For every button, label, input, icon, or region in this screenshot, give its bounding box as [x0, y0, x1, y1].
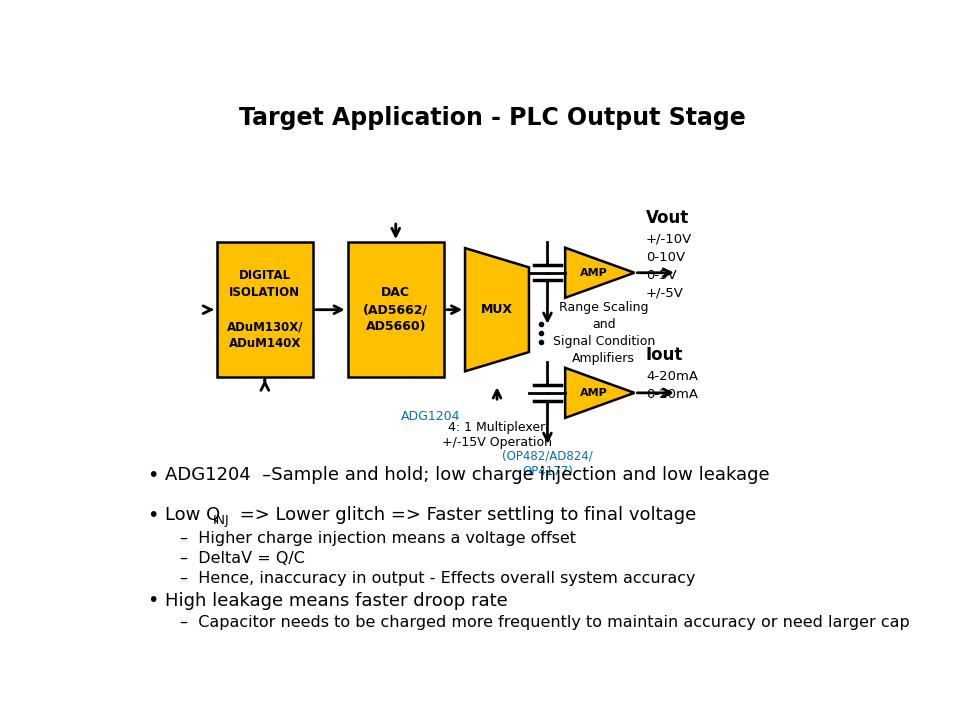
- Polygon shape: [565, 368, 635, 418]
- Text: –  DeltaV = Q/C: – DeltaV = Q/C: [180, 551, 305, 566]
- Text: Iout: Iout: [646, 346, 684, 364]
- Text: (OP482/AD824/
OP4177): (OP482/AD824/ OP4177): [502, 450, 593, 478]
- Text: ADG1204: ADG1204: [400, 410, 460, 423]
- Polygon shape: [565, 248, 635, 298]
- Text: DAC
(AD5662/
AD5660): DAC (AD5662/ AD5660): [363, 286, 428, 333]
- Text: •: •: [147, 466, 158, 485]
- Text: Low Q: Low Q: [165, 506, 220, 524]
- Text: MUX: MUX: [481, 303, 513, 316]
- Text: –  Hence, inaccuracy in output - Effects overall system accuracy: – Hence, inaccuracy in output - Effects …: [180, 571, 696, 586]
- Text: AMP: AMP: [581, 388, 608, 398]
- Text: •: •: [147, 591, 158, 611]
- Text: ADG1204  –Sample and hold; low charge injection and low leakage: ADG1204 –Sample and hold; low charge inj…: [165, 467, 769, 485]
- FancyBboxPatch shape: [348, 243, 444, 377]
- Polygon shape: [465, 248, 529, 372]
- Text: AMP: AMP: [581, 268, 608, 278]
- Text: –  Capacitor needs to be charged more frequently to maintain accuracy or need la: – Capacitor needs to be charged more fre…: [180, 615, 910, 630]
- Text: Target Application - PLC Output Stage: Target Application - PLC Output Stage: [239, 106, 745, 130]
- Text: Vout: Vout: [646, 209, 689, 227]
- Text: High leakage means faster droop rate: High leakage means faster droop rate: [165, 592, 508, 610]
- Text: => Lower glitch => Faster settling to final voltage: => Lower glitch => Faster settling to fi…: [234, 506, 696, 524]
- Text: •: •: [147, 505, 158, 525]
- Text: –  Higher charge injection means a voltage offset: – Higher charge injection means a voltag…: [180, 531, 576, 546]
- Text: +/-10V
0-10V
0-5V
+/-5V: +/-10V 0-10V 0-5V +/-5V: [646, 233, 692, 300]
- Text: 4-20mA
0-20mA: 4-20mA 0-20mA: [646, 370, 698, 401]
- Text: INJ: INJ: [212, 514, 229, 527]
- Text: 4: 1 Multiplexer
+/-15V Operation: 4: 1 Multiplexer +/-15V Operation: [442, 421, 552, 449]
- FancyBboxPatch shape: [217, 243, 313, 377]
- Text: DIGITAL
ISOLATION

ADuM130X/
ADuM140X: DIGITAL ISOLATION ADuM130X/ ADuM140X: [227, 269, 303, 350]
- Text: Range Scaling
and
Signal Condition
Amplifiers: Range Scaling and Signal Condition Ampli…: [553, 301, 655, 365]
